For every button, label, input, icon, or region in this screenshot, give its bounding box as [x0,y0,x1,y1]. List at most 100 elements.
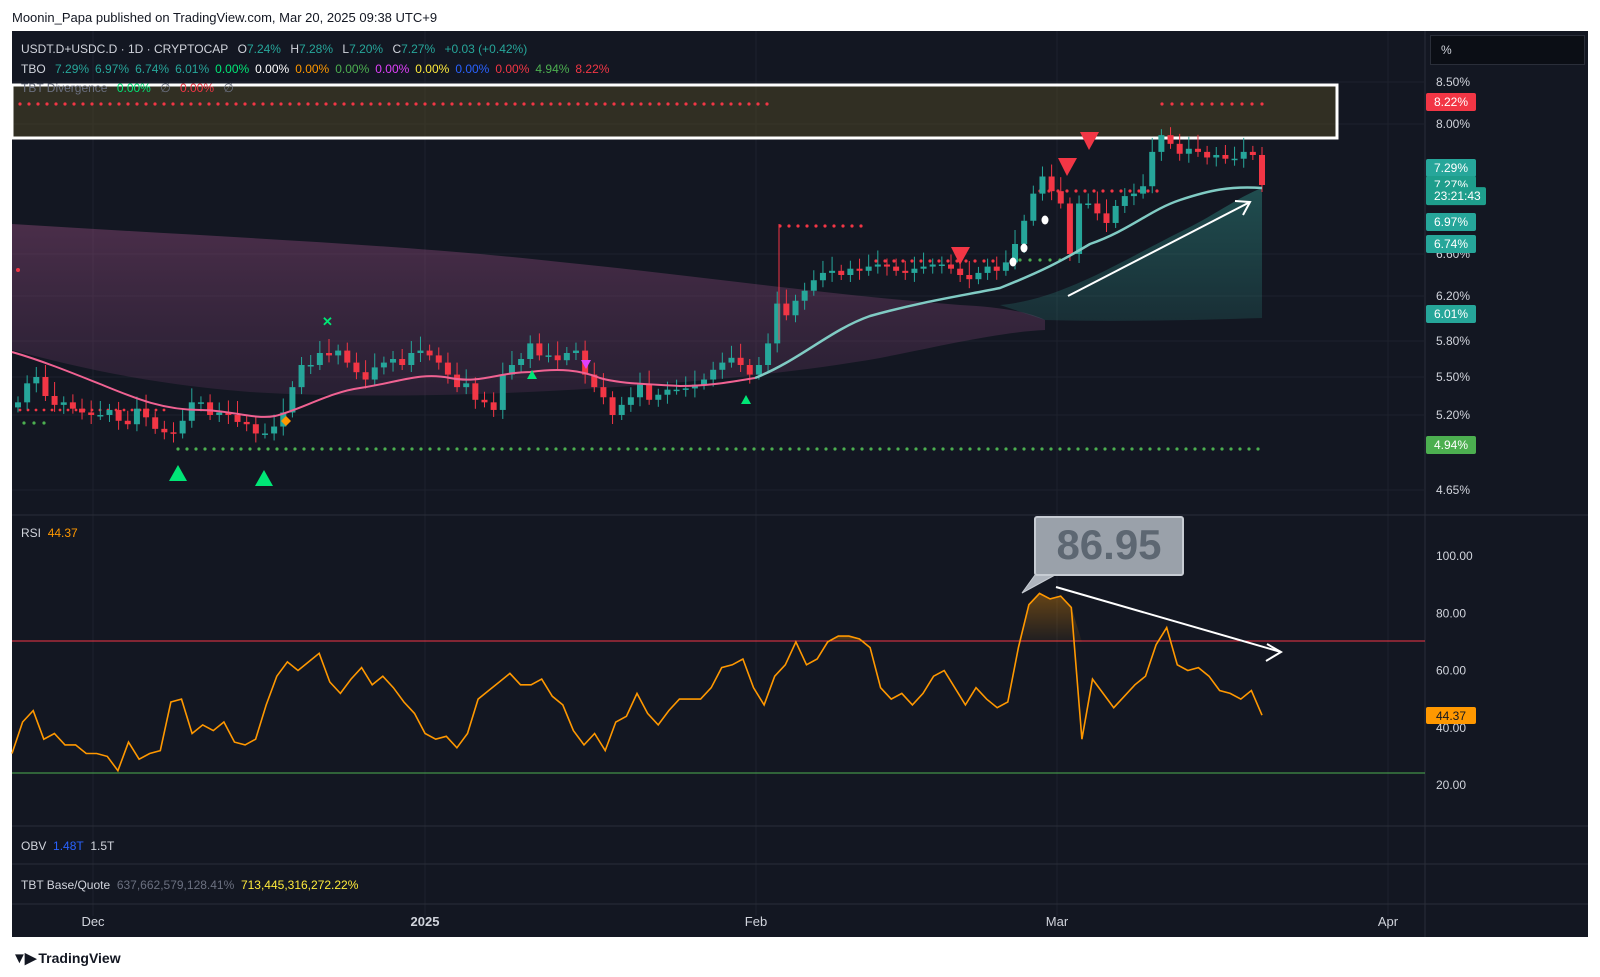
dot [644,447,648,451]
dot [680,447,684,451]
dot [42,408,46,412]
rsi-legend[interactable]: RSI 44.37 [21,526,78,540]
candle-body [966,275,973,280]
dot [66,408,70,412]
dot [459,102,463,106]
dot [1250,102,1254,106]
candle-body [765,343,772,365]
dot [1210,102,1214,106]
dot [509,447,513,451]
price-badge [1426,436,1476,454]
rsi-pane [11,592,1425,774]
dot [261,102,265,106]
dot [666,102,670,106]
dot [901,259,905,263]
dot [338,447,342,451]
dot [842,447,846,451]
candle-body [51,396,58,405]
dot [558,102,562,106]
dot [923,447,927,451]
dot [617,447,621,451]
dot [1128,189,1132,193]
dot [796,224,800,228]
dot [549,102,553,106]
dot [27,102,31,106]
candle-body [719,362,726,370]
dot [711,102,715,106]
price-badges: 8.22%7.29%7.27%23:21:436.97%6.74%6.01%4.… [1426,93,1486,454]
dot [34,408,38,412]
dot [1048,258,1052,262]
dot [419,447,423,451]
candle-body [664,389,671,395]
dot [50,408,54,412]
candle-body [1167,135,1174,144]
dot [892,259,896,263]
tbo-value: 0.00% [375,62,410,76]
candle-body [838,270,845,275]
dot [176,447,180,451]
dot [1180,102,1184,106]
candle-body [1085,203,1092,205]
candle-body [234,415,241,422]
cloud-band [12,224,1045,396]
candle-body [307,365,314,367]
dot [797,447,801,451]
dot [743,447,747,451]
tradingview-logo[interactable]: ▼▶ TradingView [12,948,121,968]
dot [369,102,373,106]
dot [500,447,504,451]
dot [324,102,328,106]
candle-body [335,350,342,356]
dot [248,447,252,451]
dot [1146,189,1150,193]
rsi-tick-label: 60.00 [1436,664,1466,678]
candle-body [737,357,744,365]
tbo-value: 6.74% [135,62,170,76]
candle-body [271,426,278,434]
dot [464,447,468,451]
open-value: 7.24% [246,42,281,56]
dot [306,102,310,106]
dot [1110,189,1114,193]
dot [824,447,828,451]
dot [216,102,220,106]
dot [293,447,297,451]
dot [675,102,679,106]
dot [270,102,274,106]
candle-body [316,353,323,365]
unit-selector[interactable]: % [1430,35,1585,65]
candle-body [408,353,415,365]
dot [144,102,148,106]
dot [203,447,207,451]
rsi-tick-label: 80.00 [1436,606,1466,620]
obv-legend[interactable]: OBV 1.48T 1.5T [21,839,115,853]
vertical-grid [92,31,1389,916]
tbt-divergence-legend[interactable]: TBT Divergence 0.00% ∅ 0.00% ∅ [21,81,234,95]
price-tick-label: 5.20% [1436,408,1470,422]
dot [266,447,270,451]
dot [297,102,301,106]
tbo-legend[interactable]: TBO 7.29% 6.97% 6.74% 6.01% 0.00% 0.00% 0.00% 0… [21,62,615,76]
symbol-legend[interactable]: USDT.D+USDC.D · 1D · CRYPTOCAP O7.24% H7… [21,42,528,56]
candle-body [755,365,762,375]
dot [356,447,360,451]
trend-line [754,186,1263,380]
candle-body [24,383,31,403]
candle-body [1012,244,1019,263]
dot [234,102,238,106]
dot [360,102,364,106]
dot [365,447,369,451]
candle-body [1259,154,1265,185]
tbt-base-quote-legend[interactable]: TBT Base/Quote 637,662,579,128.41% 713,4… [21,878,359,892]
candle-body [545,355,552,357]
candle-body [143,408,150,418]
candle-body [792,300,799,316]
tbo-value: 0.00% [455,62,490,76]
dot [63,102,67,106]
rsi-callout: 86.95 [1021,516,1184,594]
dot [135,102,139,106]
sell-signal-triangle [951,247,970,265]
candle-body [856,268,863,271]
